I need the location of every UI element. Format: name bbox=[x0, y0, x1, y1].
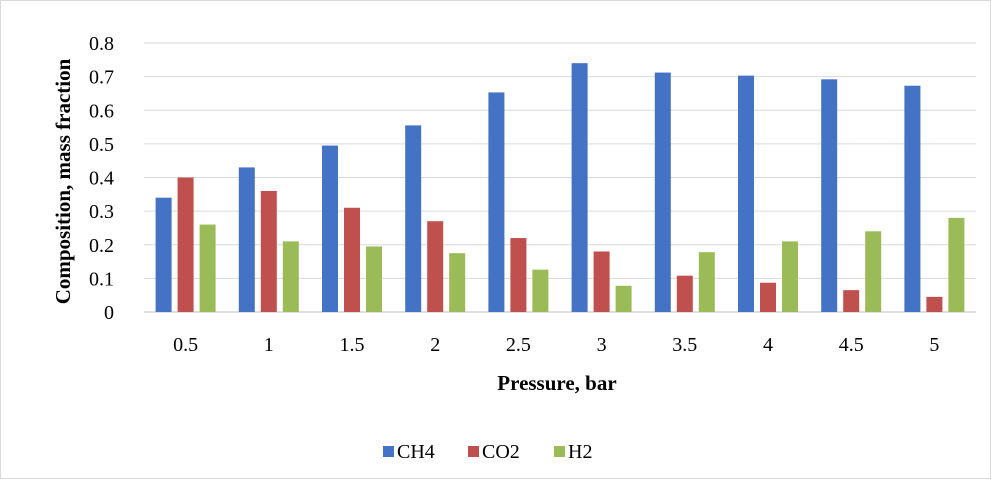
legend-swatch-h2 bbox=[554, 446, 565, 457]
bar-ch4-3 bbox=[571, 63, 588, 312]
x-axis-title: Pressure, bar bbox=[497, 371, 616, 395]
gridlines bbox=[144, 42, 976, 313]
bar-h2-3 bbox=[615, 285, 632, 312]
bar-h2-0.5 bbox=[199, 224, 216, 312]
bar-ch4-1.5 bbox=[322, 145, 338, 312]
x-tick-label: 0.5 bbox=[173, 334, 198, 356]
y-tick-label: 0.3 bbox=[89, 201, 114, 223]
y-tick-label: 0.6 bbox=[89, 100, 114, 122]
bar-co2-3.5 bbox=[676, 275, 693, 312]
bar-co2-1.5 bbox=[344, 207, 360, 312]
bar-h2-4.5 bbox=[865, 231, 882, 312]
x-tick-label: 1 bbox=[264, 334, 274, 356]
y-tick-labels: 0 0.1 0.2 0.3 0.4 0.5 0.6 0.7 0.8 bbox=[89, 33, 114, 324]
legend-swatch-co2 bbox=[468, 446, 479, 457]
legend-label-co2: CO2 bbox=[482, 441, 520, 463]
bar-ch4-2 bbox=[405, 125, 422, 312]
bar-co2-5 bbox=[926, 296, 943, 312]
bar-ch4-4.5 bbox=[821, 79, 838, 312]
x-tick-label: 4 bbox=[763, 334, 773, 356]
legend-swatch-ch4 bbox=[383, 446, 394, 457]
bar-h2-1.5 bbox=[366, 246, 382, 312]
x-tick-label: 2.5 bbox=[506, 334, 531, 356]
bar-co2-4.5 bbox=[843, 290, 860, 312]
x-tick-label: 5 bbox=[929, 334, 939, 356]
x-tick-label: 2 bbox=[430, 334, 440, 356]
legend-label-h2: H2 bbox=[568, 441, 592, 463]
y-tick-label: 0.4 bbox=[89, 168, 114, 190]
legend-label-ch4: CH4 bbox=[397, 441, 435, 463]
bar-h2-3.5 bbox=[698, 252, 715, 312]
bar-co2-2 bbox=[427, 221, 444, 312]
legend: CH4 CO2 H2 bbox=[383, 441, 592, 463]
y-axis-title: Composition, mass fraction bbox=[51, 58, 75, 304]
y-tick-label: 0.1 bbox=[89, 268, 114, 290]
x-tick-label: 1.5 bbox=[340, 334, 365, 356]
bar-ch4-0.5 bbox=[155, 197, 172, 312]
x-tick-label: 3 bbox=[597, 334, 607, 356]
bar-co2-1 bbox=[260, 190, 277, 312]
bar-h2-1 bbox=[282, 241, 299, 312]
bar-h2-5 bbox=[948, 217, 965, 312]
bar-ch4-4 bbox=[738, 75, 754, 313]
bars bbox=[155, 63, 965, 313]
bar-h2-2 bbox=[449, 253, 466, 312]
y-tick-label: 0.8 bbox=[89, 33, 114, 55]
bar-co2-0.5 bbox=[177, 177, 194, 312]
y-tick-label: 0 bbox=[104, 302, 114, 324]
bar-h2-4 bbox=[782, 241, 798, 312]
bar-ch4-2.5 bbox=[488, 92, 505, 313]
x-tick-labels: 0.5 1 1.5 2 2.5 3 3.5 4 4.5 5 bbox=[173, 334, 939, 356]
y-tick-label: 0.5 bbox=[89, 134, 114, 156]
bar-ch4-3.5 bbox=[654, 72, 671, 312]
y-tick-label: 0.7 bbox=[89, 67, 114, 89]
x-tick-label: 3.5 bbox=[672, 334, 697, 356]
bar-h2-2.5 bbox=[532, 269, 549, 312]
bar-co2-2.5 bbox=[510, 238, 527, 312]
bar-ch4-1 bbox=[238, 167, 255, 312]
bar-ch4-5 bbox=[904, 85, 921, 312]
y-tick-label: 0.2 bbox=[89, 235, 114, 257]
bar-co2-4 bbox=[760, 282, 776, 312]
x-tick-label: 4.5 bbox=[839, 334, 864, 356]
bar-co2-3 bbox=[593, 251, 610, 312]
